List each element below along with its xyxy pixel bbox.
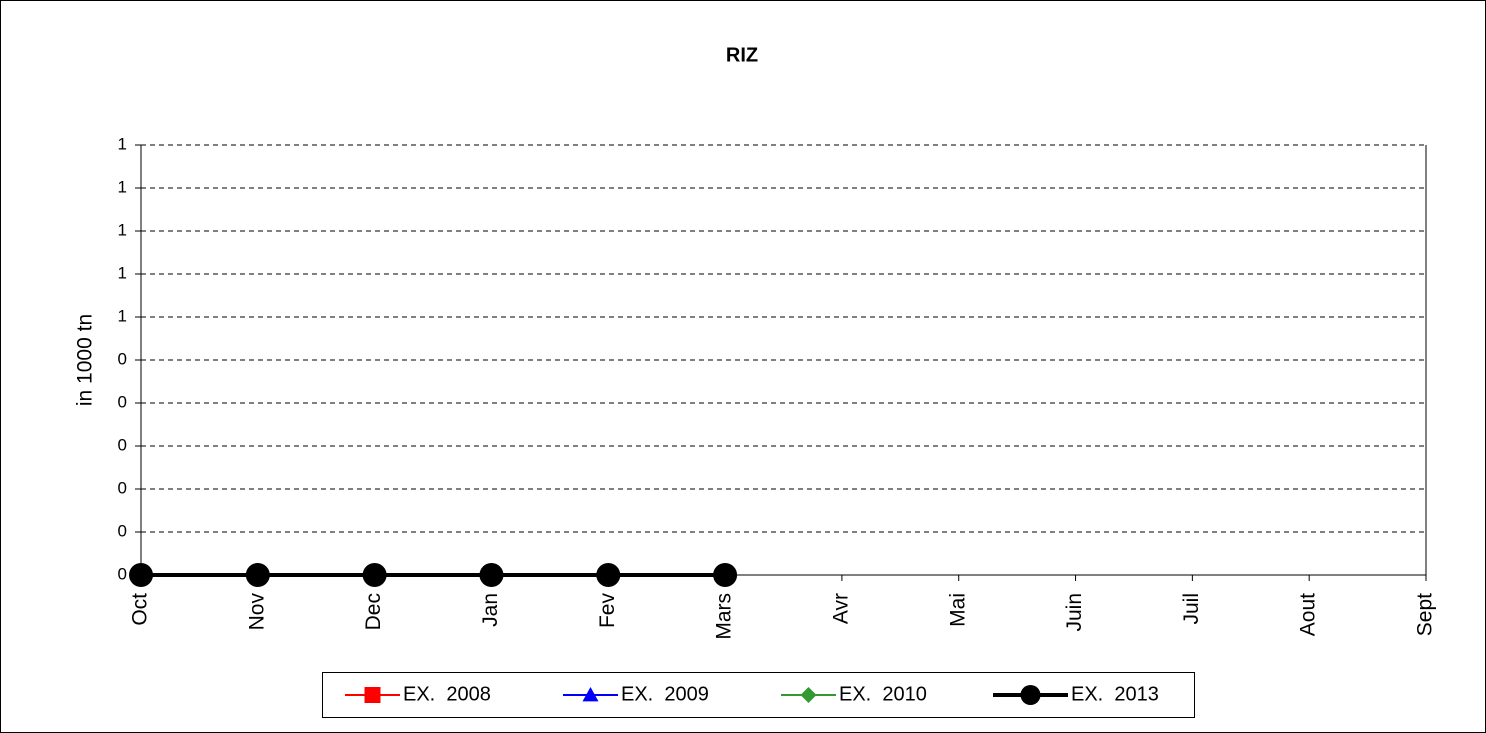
x-tick-label: Nov <box>245 593 268 631</box>
chart-title: RIZ <box>726 44 758 66</box>
x-tick-label: Mars <box>713 593 736 640</box>
legend-marker <box>1020 685 1041 705</box>
x-tick-label: Dec <box>362 593 385 630</box>
x-tick-label: Jan <box>479 593 502 627</box>
y-tick-label: 1 <box>118 220 127 239</box>
y-tick-label: 1 <box>118 134 127 153</box>
x-tick-label: Fev <box>596 593 619 629</box>
data-point <box>362 563 387 587</box>
legend-marker <box>364 687 381 703</box>
y-tick-label: 0 <box>118 349 127 368</box>
x-tick-label: Mai <box>946 593 969 627</box>
x-tick-label: Avr <box>829 593 852 624</box>
data-point <box>245 563 270 587</box>
y-axis-label: in 1000 tn <box>74 314 97 406</box>
data-point <box>129 563 153 587</box>
y-tick-label: 0 <box>118 478 127 497</box>
x-tick-label: Juin <box>1063 593 1086 632</box>
y-tick-label: 1 <box>118 177 127 196</box>
x-tick-label: Juil <box>1180 593 1203 625</box>
data-point <box>713 563 738 587</box>
y-tick-label: 1 <box>118 306 127 325</box>
legend-label: EX. 2009 <box>621 683 709 705</box>
x-tick-label: Aout <box>1297 593 1320 636</box>
y-tick-label: 1 <box>118 263 127 282</box>
legend-label: EX. 2010 <box>839 683 927 705</box>
legend-marker <box>582 687 599 702</box>
y-tick-label: 0 <box>118 392 127 411</box>
data-point <box>596 563 621 587</box>
y-tick-label: 0 <box>118 564 127 583</box>
data-point <box>479 563 504 587</box>
legend-marker <box>800 687 817 703</box>
y-tick-label: 0 <box>118 435 127 454</box>
y-tick-label: 0 <box>118 521 127 540</box>
legend-label: EX. 2008 <box>403 683 491 705</box>
x-tick-label: Oct <box>129 593 152 626</box>
legend-label: EX. 2013 <box>1071 683 1159 705</box>
x-tick-label: Sept <box>1414 593 1437 636</box>
